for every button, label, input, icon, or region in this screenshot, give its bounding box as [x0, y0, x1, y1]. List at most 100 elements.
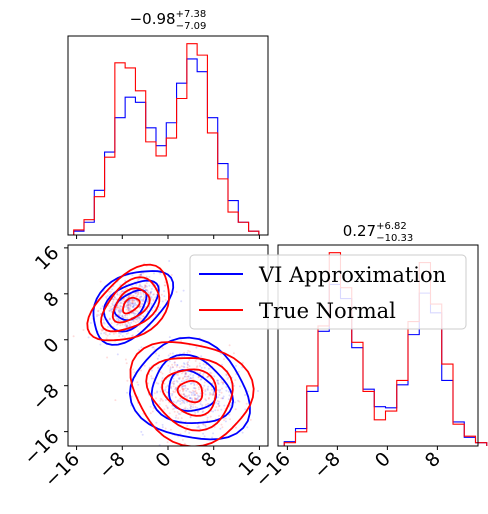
joint-point: [139, 317, 142, 320]
joint-point: [121, 314, 124, 317]
joint-point: [185, 389, 188, 392]
joint-point: [113, 296, 116, 299]
joint-point: [143, 286, 146, 289]
joint-point: [133, 314, 136, 317]
joint-point: [187, 349, 190, 352]
joint-point: [194, 397, 197, 400]
joint-point: [152, 298, 155, 301]
joint-point: [82, 329, 85, 331]
joint-point: [120, 305, 123, 308]
joint-point: [108, 317, 111, 320]
joint-point: [124, 316, 127, 319]
joint-point: [184, 408, 187, 411]
joint-point: [229, 418, 231, 421]
joint-point: [174, 363, 176, 366]
joint-point: [183, 351, 186, 354]
joint-point: [138, 284, 141, 287]
joint-point: [132, 304, 135, 307]
joint-point: [119, 312, 122, 315]
joint-point: [176, 364, 179, 366]
joint-point: [140, 295, 143, 298]
joint-point: [137, 316, 140, 319]
joint-point: [219, 389, 222, 391]
joint-point: [186, 395, 189, 398]
joint-point: [174, 390, 177, 393]
joint-point: [169, 371, 171, 374]
joint-point: [156, 390, 159, 393]
joint-point: [183, 395, 186, 398]
joint-point: [130, 395, 133, 398]
joint-point: [217, 402, 220, 405]
joint-point: [118, 319, 121, 322]
joint-point: [121, 315, 124, 318]
joint-point: [207, 367, 210, 370]
joint-point: [226, 378, 229, 380]
joint-point: [150, 296, 153, 299]
joint-point: [140, 303, 143, 306]
joint-point: [129, 294, 132, 297]
joint-point: [115, 317, 118, 320]
joint-point: [137, 293, 140, 296]
joint-point: [196, 371, 199, 374]
joint-point: [184, 384, 187, 387]
joint-point: [174, 387, 177, 390]
joint-point: [127, 304, 130, 306]
joint-point: [188, 394, 191, 397]
joint-point: [216, 379, 219, 382]
joint-point: [155, 352, 158, 355]
joint-point: [192, 403, 195, 406]
joint-point: [158, 354, 160, 357]
marginal-y-hist-true: [283, 252, 488, 446]
joint-point: [212, 382, 214, 385]
joint-point: [189, 382, 192, 385]
joint-point: [197, 375, 200, 378]
joint-point: [221, 387, 223, 390]
joint-point: [188, 390, 191, 393]
joint-point: [204, 425, 207, 428]
joint-xtick-label: 8: [197, 448, 221, 472]
joint-point: [137, 320, 140, 323]
joint-point: [143, 364, 146, 367]
joint-point: [182, 289, 185, 292]
joint-point: [197, 386, 200, 389]
joint-point: [184, 387, 187, 390]
joint-point: [223, 358, 225, 361]
joint-point: [124, 288, 127, 291]
joint-point: [125, 332, 128, 335]
joint-point: [89, 322, 92, 324]
joint-point: [208, 406, 210, 409]
joint-point: [149, 293, 152, 296]
joint-point: [140, 295, 143, 298]
joint-point: [159, 390, 162, 393]
joint-point: [194, 406, 197, 408]
joint-point: [105, 296, 108, 299]
joint-point: [207, 385, 210, 388]
joint-point: [127, 301, 130, 304]
joint-point: [111, 302, 114, 305]
joint-point: [127, 295, 130, 298]
joint-point: [141, 299, 144, 302]
joint-point: [149, 291, 152, 294]
joint-point: [108, 309, 111, 312]
joint-point: [142, 298, 145, 300]
joint-point: [235, 426, 237, 429]
joint-point: [218, 400, 221, 403]
joint-point: [179, 397, 182, 400]
joint-point: [120, 302, 123, 304]
joint-point: [149, 412, 152, 415]
joint-point: [128, 303, 131, 306]
joint-point: [209, 392, 211, 394]
joint-point: [195, 398, 197, 401]
joint-point: [161, 426, 164, 429]
joint-point: [184, 373, 187, 376]
joint-point: [141, 433, 144, 436]
joint-point: [166, 406, 169, 409]
joint-point: [177, 377, 180, 380]
joint-point: [146, 300, 149, 303]
joint-point: [218, 391, 221, 393]
joint-point: [111, 288, 114, 291]
joint-point: [224, 420, 227, 423]
joint-point: [125, 326, 128, 329]
joint-point: [147, 315, 149, 318]
joint-point: [140, 430, 143, 433]
